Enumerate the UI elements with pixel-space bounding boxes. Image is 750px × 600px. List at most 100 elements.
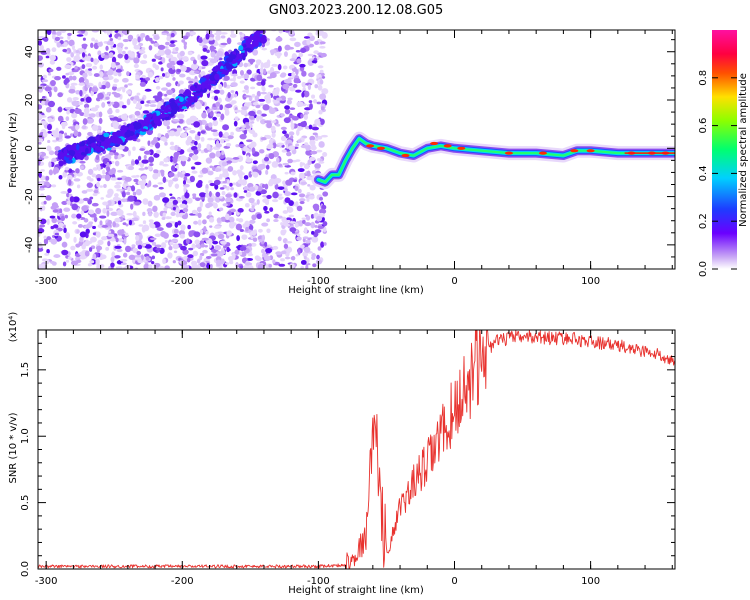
noise-speckle (309, 156, 316, 162)
colorbar-tick-label: 0.6 (698, 118, 709, 134)
noise-speckle (273, 219, 279, 223)
noise-speckle (130, 185, 136, 192)
noise-speckle (50, 205, 57, 210)
noise-speckle (154, 77, 160, 83)
track-speckle (70, 145, 78, 152)
noise-speckle (142, 220, 147, 225)
noise-speckle (192, 193, 197, 197)
noise-speckle (136, 102, 142, 109)
noise-speckle (111, 85, 118, 91)
noise-speckle (284, 30, 290, 33)
noise-speckle (78, 251, 86, 256)
noise-speckle (52, 130, 59, 138)
noise-speckle (219, 187, 225, 190)
noise-speckle (271, 161, 279, 168)
noise-speckle (311, 230, 315, 235)
noise-speckle (239, 128, 246, 131)
noise-speckle (151, 261, 155, 265)
noise-speckle (200, 130, 206, 134)
noise-speckle (112, 121, 120, 128)
noise-speckle (86, 182, 94, 188)
noise-speckle (305, 215, 311, 221)
noise-speckle (220, 35, 226, 39)
noise-speckle (83, 218, 89, 223)
noise-speckle (132, 38, 138, 45)
noise-speckle (106, 30, 111, 36)
noise-speckle (265, 200, 270, 205)
noise-speckle (138, 42, 144, 47)
noise-speckle (122, 77, 129, 83)
noise-speckle (207, 170, 214, 176)
noise-speckle (238, 251, 243, 256)
noise-speckle (160, 136, 167, 142)
noise-speckle (135, 258, 142, 261)
noise-speckle (200, 136, 205, 142)
track-speckle (219, 73, 226, 77)
noise-speckle (191, 154, 199, 161)
noise-speckle (197, 219, 202, 226)
noise-speckle (133, 44, 141, 50)
noise-speckle (284, 164, 292, 168)
noise-speckle (238, 144, 246, 148)
noise-speckle (262, 87, 266, 92)
noise-speckle (92, 192, 98, 197)
heatmap-noise-layer (38, 30, 329, 269)
noise-speckle (67, 32, 72, 36)
heatmap-carrier-layer (311, 131, 675, 190)
noise-speckle (228, 255, 235, 262)
noise-speckle (61, 75, 66, 79)
noise-speckle (300, 47, 307, 53)
noise-speckle (221, 150, 225, 156)
noise-speckle (71, 112, 78, 119)
noise-speckle (93, 58, 99, 66)
noise-speckle (148, 264, 153, 269)
noise-speckle (65, 259, 70, 263)
noise-speckle (235, 223, 243, 231)
noise-speckle (63, 227, 67, 234)
noise-speckle (282, 180, 287, 186)
noise-speckle (104, 174, 111, 182)
noise-speckle (289, 263, 295, 269)
noise-speckle (251, 214, 257, 221)
noise-speckle (62, 261, 67, 267)
noise-speckle (264, 183, 269, 190)
noise-speckle (134, 159, 140, 165)
noise-speckle (258, 228, 263, 233)
noise-speckle (257, 164, 264, 171)
noise-speckle (171, 165, 176, 172)
noise-speckle (72, 196, 80, 203)
track-speckle (68, 149, 76, 156)
noise-speckle (262, 62, 271, 69)
noise-speckle (208, 242, 212, 249)
colorbar-tick-label: 0.0 (698, 261, 709, 277)
noise-speckle (162, 212, 167, 216)
noise-speckle (209, 152, 216, 159)
noise-speckle (155, 142, 161, 149)
noise-speckle (142, 110, 150, 114)
noise-speckle (300, 113, 304, 119)
noise-speckle (272, 89, 280, 97)
noise-speckle (48, 150, 55, 156)
noise-speckle (158, 265, 165, 269)
noise-speckle (74, 65, 78, 70)
noise-speckle (111, 91, 117, 95)
noise-speckle (265, 164, 270, 170)
noise-speckle (270, 125, 276, 132)
noise-speckle (194, 135, 201, 141)
noise-speckle (49, 54, 57, 61)
noise-speckle (321, 88, 329, 95)
noise-speckle (310, 150, 318, 155)
noise-speckle (310, 221, 315, 229)
noise-speckle (133, 63, 139, 69)
noise-speckle (213, 32, 222, 36)
noise-speckle (131, 244, 136, 248)
noise-speckle (67, 188, 72, 194)
noise-speckle (45, 195, 52, 201)
noise-speckle (320, 134, 328, 138)
noise-speckle (230, 187, 234, 191)
noise-speckle (303, 246, 311, 253)
noise-speckle (294, 41, 301, 48)
noise-speckle (130, 160, 136, 166)
noise-speckle (297, 248, 301, 256)
noise-speckle (112, 221, 117, 228)
